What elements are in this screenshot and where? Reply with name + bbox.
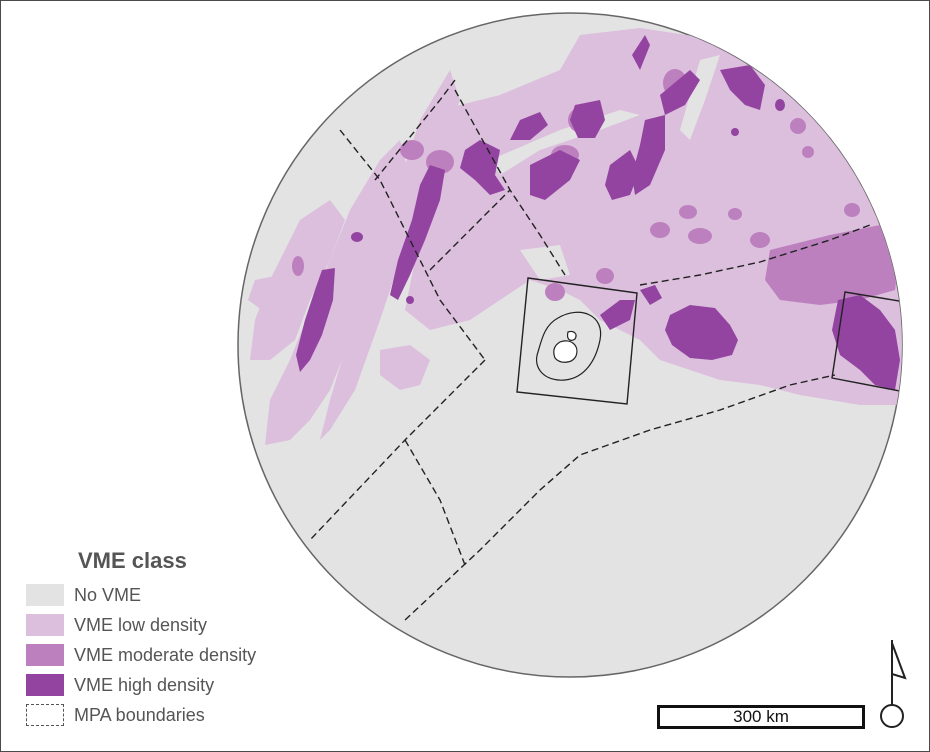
- legend-label: No VME: [74, 584, 142, 605]
- legend-item-high: VME high density: [26, 670, 256, 700]
- legend-item-moderate: VME moderate density: [26, 640, 256, 670]
- legend-title: VME class: [78, 548, 187, 573]
- north-arrow-icon: [880, 640, 907, 728]
- mpa-boxes: [516, 277, 902, 405]
- vme-high-density-areas: [296, 35, 900, 390]
- scale-bar: 300 km: [657, 705, 865, 729]
- legend-label: VME moderate density: [74, 644, 257, 665]
- seamount-contours: [536, 311, 602, 381]
- legend-label: VME low density: [74, 614, 208, 635]
- scale-bar-label: 300 km: [733, 707, 789, 726]
- legend-swatch-high: [26, 674, 64, 696]
- legend-swatch-no-vme: [26, 584, 64, 606]
- legend-item-mpa: MPA boundaries: [26, 700, 256, 730]
- legend-item-low: VME low density: [26, 610, 256, 640]
- legend-label: VME high density: [74, 674, 215, 695]
- legend-swatch-low: [26, 614, 64, 636]
- no-vme-gaps: [490, 55, 720, 280]
- legend-swatch-mpa: [26, 704, 64, 726]
- legend-item-no-vme: No VME: [26, 580, 256, 610]
- legend-swatch-moderate: [26, 644, 64, 666]
- mpa-boundaries: [309, 79, 871, 621]
- legend-label: MPA boundaries: [74, 704, 205, 725]
- legend: VME class No VME VME low density VME mod…: [26, 548, 256, 730]
